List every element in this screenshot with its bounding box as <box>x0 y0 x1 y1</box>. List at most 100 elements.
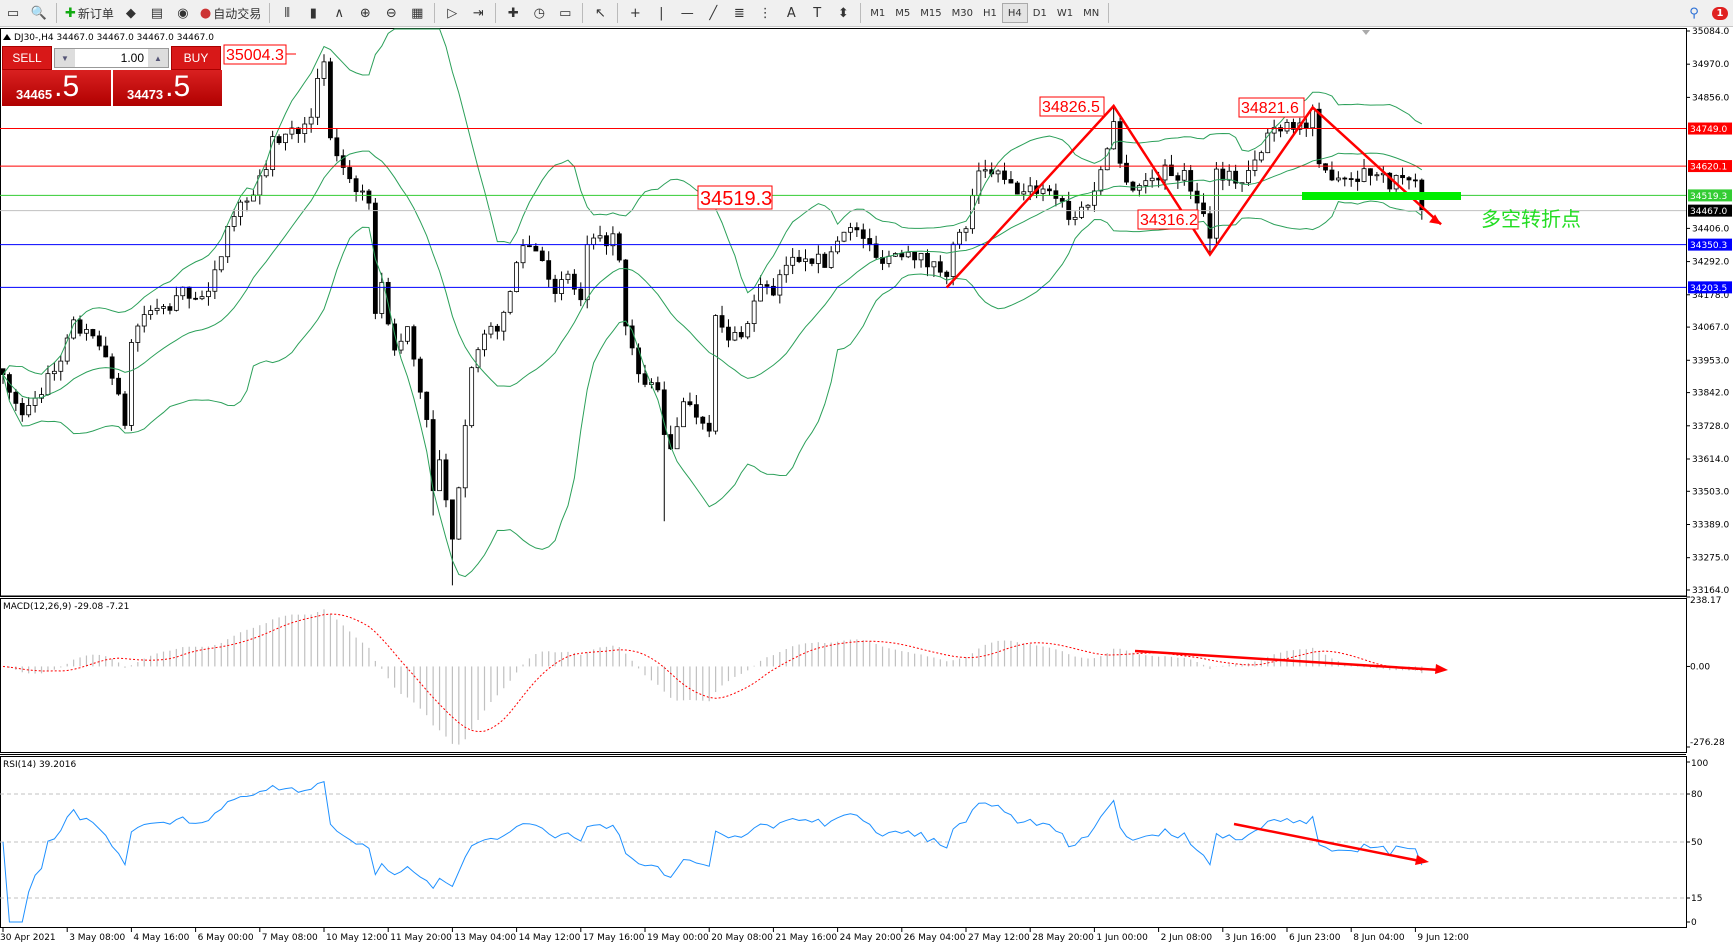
candle-body <box>1194 190 1200 204</box>
candle <box>1252 150 1258 177</box>
candle <box>1047 185 1052 196</box>
signal-icon[interactable]: ◉ <box>177 5 189 21</box>
candle-body <box>58 360 64 372</box>
main-pane-frame <box>0 28 1687 597</box>
arrows-icon[interactable]: ⬍ <box>837 5 849 21</box>
candle <box>681 397 686 428</box>
time-tick-label: 7 May 08:00 <box>262 933 318 943</box>
candle <box>353 175 359 202</box>
candle-body <box>90 329 96 337</box>
fibonacci-fan-icon[interactable]: ⋮ <box>758 5 772 21</box>
candle-body <box>719 315 725 328</box>
text-icon[interactable]: A <box>786 5 796 21</box>
candle-body <box>937 261 943 273</box>
price-tick-label: 34406.0 <box>1692 224 1729 234</box>
candle <box>809 258 815 267</box>
candle-body <box>815 253 821 264</box>
candle <box>424 391 430 428</box>
candle-body <box>976 170 982 197</box>
candle <box>456 486 462 540</box>
time-tick-label: 1 Jun 00:00 <box>1096 933 1148 943</box>
candlestick-icon[interactable]: ▮ <box>309 5 317 21</box>
candle-body <box>912 251 918 261</box>
candle-body <box>1284 121 1290 132</box>
candle-body <box>706 422 712 432</box>
bar-chart-icon[interactable]: ⫴ <box>284 5 291 21</box>
candle <box>161 304 166 315</box>
time-tick-label: 11 May 20:00 <box>390 933 452 943</box>
candle-body <box>565 273 571 281</box>
auto-scroll-icon[interactable]: ▷ <box>447 5 458 21</box>
lot-size-input[interactable]: 1.00 <box>120 51 144 65</box>
candle-body <box>116 377 121 395</box>
price-marker-label: 34203.5 <box>1690 284 1727 294</box>
templates-icon[interactable]: ▭ <box>559 5 572 21</box>
line-chart-icon[interactable]: ∧ <box>334 5 345 21</box>
candle <box>417 356 423 399</box>
rsi-divergence-line <box>1233 822 1421 863</box>
timeframe-h1[interactable]: H1 <box>983 7 997 19</box>
chart-shift-icon[interactable]: ⇥ <box>472 5 484 21</box>
timeframe-w1[interactable]: W1 <box>1056 7 1074 19</box>
time-tick-label: 14 May 12:00 <box>519 933 581 943</box>
candle <box>1246 160 1251 186</box>
sell-price-button[interactable]: 34465 .5 <box>2 70 111 106</box>
buy-price-button[interactable]: 34473 .5 <box>113 70 222 106</box>
horizontal-line-icon[interactable]: — <box>680 5 694 21</box>
candle <box>661 381 667 522</box>
indicators-icon[interactable]: ✚ <box>507 5 519 21</box>
print-preview-icon[interactable]: 🔍 <box>30 5 48 21</box>
timeframe-h4[interactable]: H4 <box>1001 3 1028 23</box>
zoom-in-icon[interactable]: ⊕ <box>359 5 371 21</box>
candle-body <box>1387 172 1393 190</box>
timeframe-m30[interactable]: M30 <box>951 7 973 19</box>
timeframe-m5[interactable]: M5 <box>895 7 911 19</box>
candle-body <box>578 288 584 301</box>
sell-button[interactable]: SELL <box>2 46 52 70</box>
candle-body <box>482 333 487 351</box>
level-price-label-box <box>697 185 773 210</box>
candle-body <box>681 401 686 428</box>
candle-body <box>494 325 500 332</box>
candle <box>449 499 455 586</box>
buy-button[interactable]: BUY <box>171 46 221 70</box>
toolbar-separator <box>269 3 271 23</box>
timeframe-m15[interactable]: M15 <box>920 7 942 19</box>
search-icon[interactable]: ⚲ <box>1689 5 1699 21</box>
candle-body <box>982 169 988 172</box>
candle-body <box>931 261 937 268</box>
candle <box>758 275 763 302</box>
price-marker-label: 34519.3 <box>1690 192 1727 202</box>
candle <box>218 256 224 273</box>
metaeditor-icon[interactable]: ◆ <box>125 5 136 21</box>
cursor-icon[interactable]: ↖ <box>594 5 606 21</box>
candle-body <box>1162 164 1168 181</box>
new-order-button[interactable]: ✚ 新订单 <box>63 2 116 24</box>
vertical-line-icon[interactable]: | <box>659 5 664 21</box>
periods-icon[interactable]: ◷ <box>533 5 545 21</box>
candle-body <box>809 258 815 264</box>
zoom-out-icon[interactable]: ⊖ <box>385 5 397 21</box>
timeframe-mn[interactable]: MN <box>1083 7 1100 19</box>
candle <box>308 108 314 133</box>
text-label-icon[interactable]: T <box>813 5 822 21</box>
tile-windows-icon[interactable]: ▦ <box>411 5 424 21</box>
lot-size-stepper[interactable]: ▼ 1.00 ▲ <box>54 48 169 68</box>
fibonacci-icon[interactable]: ≣ <box>733 5 745 21</box>
collapse-triangle-icon[interactable] <box>3 34 11 40</box>
notifications-button[interactable]: 1 <box>1709 2 1731 24</box>
auto-trading-button[interactable]: ● 自动交易 <box>198 2 263 24</box>
increase-lot-button[interactable]: ▲ <box>148 49 168 67</box>
candle <box>122 391 128 430</box>
window-icon[interactable]: ▭ <box>6 5 20 21</box>
timeframe-m1[interactable]: M1 <box>870 7 886 19</box>
trendline-icon[interactable]: ╱ <box>709 5 718 21</box>
decrease-lot-button[interactable]: ▼ <box>55 49 75 67</box>
candle-body <box>1246 170 1251 184</box>
candle <box>629 319 635 356</box>
timeframe-d1[interactable]: D1 <box>1032 7 1047 19</box>
crosshair-icon[interactable]: + <box>629 5 641 21</box>
navigator-icon[interactable]: ▤ <box>150 5 164 21</box>
candle <box>1355 170 1361 191</box>
